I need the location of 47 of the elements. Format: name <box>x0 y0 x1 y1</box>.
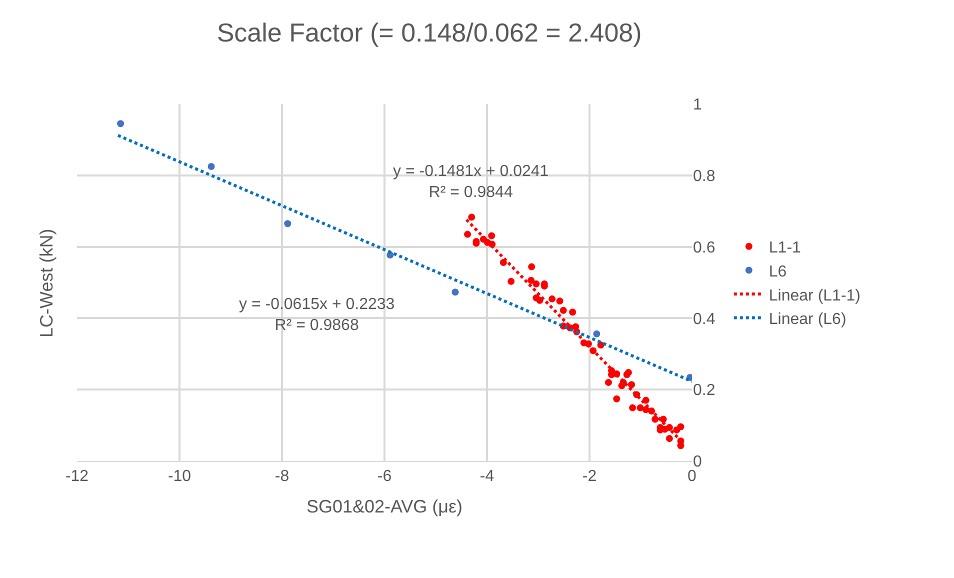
y-axis-title: LC-West (kN) <box>36 228 56 338</box>
y-tick-label: 1 <box>693 96 702 114</box>
point <box>560 306 567 314</box>
point <box>508 278 515 285</box>
point <box>556 298 564 305</box>
point <box>628 381 636 388</box>
x-tick-label: -2 <box>582 468 597 486</box>
legend-label: Linear (L6) <box>768 311 846 328</box>
legend-label: L1-1 <box>768 240 802 257</box>
point <box>468 214 476 221</box>
y-tick-label: 0.4 <box>693 310 716 328</box>
point <box>488 232 496 240</box>
x-tick-label: -8 <box>274 468 290 486</box>
legend-label: L6 <box>768 263 787 280</box>
point <box>677 442 684 450</box>
x-tick-label: -4 <box>480 468 494 486</box>
x-axis-title: SG01&02-AVG (με) <box>306 496 463 516</box>
point <box>623 371 630 378</box>
legend-label: Linear (L1-1) <box>768 287 861 304</box>
point <box>464 230 472 238</box>
point <box>604 378 612 386</box>
annotation: y = -0.1481x + 0.0241 R² = 0.9844 <box>393 163 549 201</box>
point <box>452 288 459 296</box>
point <box>652 416 659 423</box>
point <box>208 162 215 170</box>
point <box>284 220 292 228</box>
x-tick-label: -12 <box>65 468 89 486</box>
x-tick-label: -6 <box>377 468 392 486</box>
chart-title: Scale Factor (= 0.148/0.062 = 2.408) <box>216 17 642 48</box>
point <box>613 395 620 402</box>
point <box>528 263 536 270</box>
point <box>677 423 684 430</box>
point <box>666 435 673 442</box>
point <box>532 280 540 288</box>
y-tick-label: 0.2 <box>693 382 716 400</box>
point <box>117 120 124 128</box>
y-tick-label: 0.6 <box>693 239 716 256</box>
point <box>629 404 636 412</box>
x-tick-label: -10 <box>168 468 192 486</box>
point <box>528 276 535 284</box>
point <box>548 295 556 302</box>
point <box>636 404 644 412</box>
point <box>569 308 576 316</box>
annotation: y = -0.0615x + 0.2233 R² = 0.9868 <box>239 296 395 334</box>
y-tick-label: 0.8 <box>693 168 716 185</box>
y-tick-label: 0 <box>693 454 702 471</box>
point <box>593 330 600 338</box>
